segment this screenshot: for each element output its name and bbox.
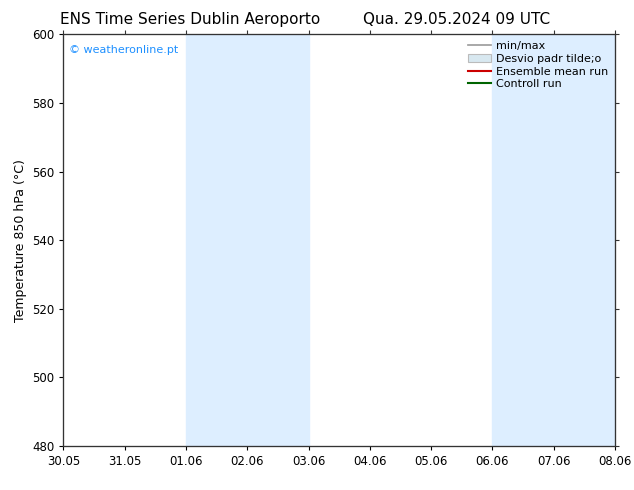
Text: ENS Time Series Dublin Aeroporto: ENS Time Series Dublin Aeroporto xyxy=(60,12,320,27)
Bar xyxy=(186,34,309,446)
Y-axis label: Temperature 850 hPa (°C): Temperature 850 hPa (°C) xyxy=(13,159,27,321)
Text: © weatheronline.pt: © weatheronline.pt xyxy=(69,45,178,54)
Legend: min/max, Desvio padr tilde;o, Ensemble mean run, Controll run: min/max, Desvio padr tilde;o, Ensemble m… xyxy=(465,38,612,93)
Text: Qua. 29.05.2024 09 UTC: Qua. 29.05.2024 09 UTC xyxy=(363,12,550,27)
Bar xyxy=(493,34,615,446)
